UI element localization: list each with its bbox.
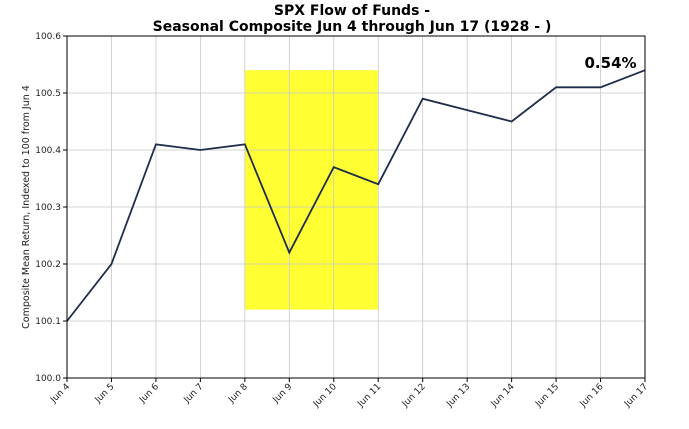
x-tick-label: Jun 15 [533,382,561,410]
x-tick-label: Jun 17 [622,382,650,410]
x-tick-label: Jun 6 [137,382,161,406]
y-tick-label: 100.0 [35,374,61,384]
annotation-label: 0.54% [585,54,637,72]
x-tick-label: Jun 16 [578,382,606,410]
x-tick-label: Jun 12 [400,382,428,410]
x-tick-label: Jun 7 [182,382,206,406]
y-tick-label: 100.5 [35,89,61,99]
chart-title: SPX Flow of Funds - [274,3,430,19]
y-tick-label: 100.1 [35,317,61,327]
y-tick-label: 100.4 [35,146,61,156]
x-tick-label: Jun 4 [48,382,72,406]
chart-subtitle: Seasonal Composite Jun 4 through Jun 17 … [153,19,552,35]
x-tick-label: Jun 11 [355,382,383,410]
x-tick-label: Jun 8 [226,382,250,406]
x-tick-label: Jun 13 [444,382,472,410]
y-axis-ticks: 100.0 100.1 100.2 100.3 100.4 100.5 100.6 [35,32,67,384]
x-tick-label: Jun 9 [271,382,295,406]
x-tick-label: Jun 14 [489,382,517,410]
y-axis-label: Composite Mean Return, Indexed to 100 fr… [21,85,32,329]
y-tick-label: 100.6 [35,32,61,42]
x-axis-ticks: Jun 4 Jun 5 Jun 6 Jun 7 Jun 8 Jun 9 Jun 10 Jun … [48,378,650,410]
y-tick-label: 100.3 [35,203,61,213]
x-tick-label: Jun 10 [311,382,339,410]
plot-frame [66,35,646,379]
highlight-band [244,70,379,310]
x-tick-label: Jun 5 [93,382,117,406]
y-tick-label: 100.2 [35,260,61,270]
series-line [66,69,646,322]
